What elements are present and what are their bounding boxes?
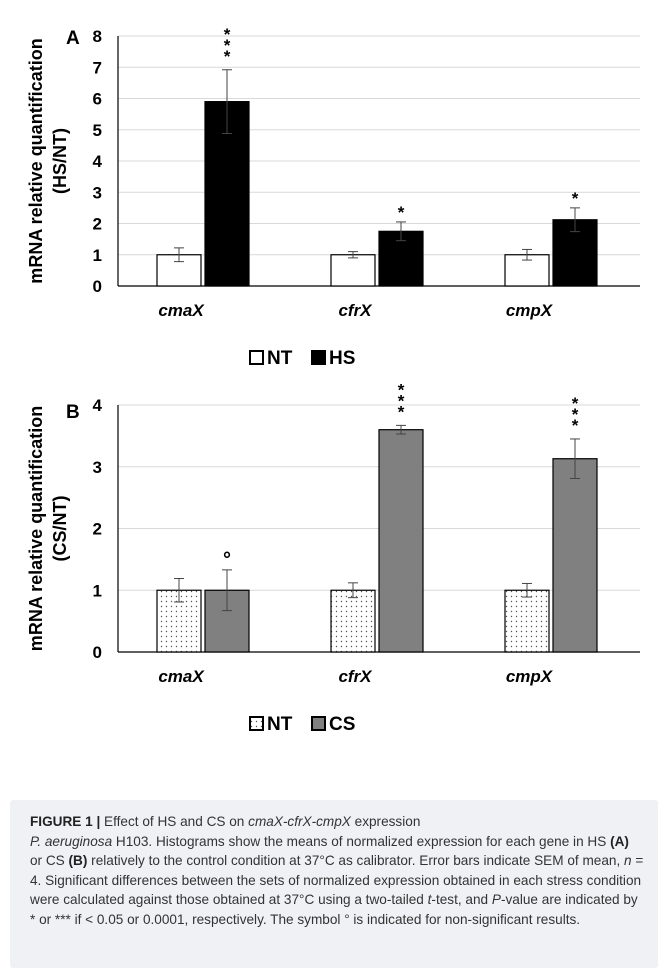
caption-segment: = 4. Significant differences between the… — [30, 853, 644, 908]
caption-segment: relatively to the control condition at 3… — [87, 853, 625, 869]
significance-marker: ° — [223, 549, 231, 571]
y-tick-label: 2 — [93, 520, 102, 539]
legend-label-cs: CS — [329, 714, 355, 735]
bar-b-cs-cmpx — [552, 458, 598, 653]
panel-label: A — [66, 28, 80, 49]
legend-swatch-nt — [249, 350, 264, 365]
caption-text: FIGURE 1 | Effect of HS and CS on cmaX-c… — [30, 812, 644, 930]
caption-segment: or CS — [30, 853, 69, 869]
legend-label-nt: NT — [267, 348, 293, 369]
caption-segment: -value are indicated by * or *** if < 0.… — [30, 892, 638, 927]
y-tick-label: 1 — [93, 246, 102, 265]
y-axis-title: mRNA relative quantification — [26, 38, 46, 283]
bar-b-nt-cfrx — [330, 589, 376, 653]
significance-marker: * — [398, 203, 405, 222]
legend-label-hs: HS — [329, 348, 355, 369]
category-label: cfrX — [338, 667, 373, 686]
bar-b-nt-cmpx — [504, 589, 550, 653]
y-tick-label: 4 — [93, 152, 103, 171]
y-axis-title: (CS/NT) — [50, 496, 70, 562]
y-tick-label: 5 — [93, 121, 102, 140]
legend-swatch-nt — [249, 716, 264, 731]
significance-marker: * * * — [224, 25, 231, 66]
bar-b-cs-cfrx — [378, 429, 424, 653]
significance-marker: * * * — [572, 394, 579, 435]
caption-segment: cmaX-cfrX-cmpX — [248, 814, 351, 829]
caption-segment: H103. Histograms show the means of norma… — [112, 833, 611, 849]
y-tick-label: 4 — [93, 396, 103, 415]
figure-caption: FIGURE 1 | Effect of HS and CS on cmaX-c… — [10, 800, 658, 968]
legend-label-nt: NT — [267, 714, 293, 735]
legend-swatch-cs — [311, 716, 326, 731]
y-axis-title: (HS/NT) — [50, 128, 70, 194]
caption-segment: Effect of HS and CS on — [100, 814, 249, 829]
category-label: cmpX — [506, 667, 554, 686]
category-label: cmpX — [506, 301, 554, 320]
caption-segment: -test, and — [431, 892, 492, 908]
legend-swatch-hs — [311, 350, 326, 365]
caption-segment: (B) — [68, 853, 88, 869]
y-tick-label: 0 — [93, 643, 102, 662]
y-axis-title: mRNA relative quantification — [26, 406, 46, 651]
y-tick-label: 3 — [93, 458, 102, 477]
significance-marker: * * * — [398, 380, 405, 421]
y-tick-label: 8 — [93, 27, 102, 46]
y-tick-label: 0 — [93, 277, 102, 296]
panel-label: B — [66, 402, 80, 423]
y-tick-label: 2 — [93, 215, 102, 234]
y-tick-label: 6 — [93, 90, 102, 109]
caption-segment: t — [427, 892, 432, 908]
category-label: cfrX — [338, 301, 373, 320]
caption-segment: P. aeruginosa — [30, 833, 113, 849]
caption-segment: expression — [350, 814, 421, 829]
y-tick-label: 7 — [93, 58, 102, 77]
category-label: cmaX — [158, 667, 205, 686]
y-tick-label: 1 — [93, 581, 102, 600]
caption-segment: (A) — [610, 833, 629, 849]
caption-segment: P — [491, 892, 501, 908]
bar-a-hs-cmax — [204, 101, 250, 287]
y-tick-label: 3 — [93, 183, 102, 202]
bar-a-nt-cfrx — [330, 254, 376, 287]
category-label: cmaX — [158, 301, 205, 320]
caption-segment: n — [624, 853, 632, 869]
significance-marker: * — [572, 189, 579, 208]
caption-label: FIGURE 1 | — [30, 814, 101, 829]
